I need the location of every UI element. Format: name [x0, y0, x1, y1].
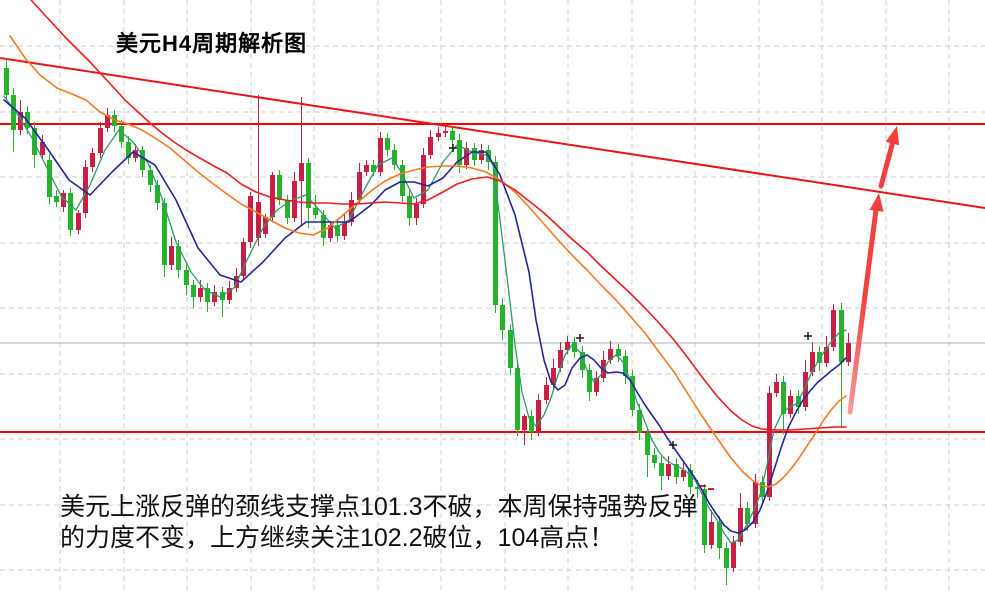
up-arrow-head	[885, 126, 900, 146]
candles-layer	[4, 58, 851, 585]
ma-long-red	[30, 0, 847, 431]
ma-slow-orange	[9, 35, 847, 488]
up-arrow-shaft	[847, 199, 880, 415]
annotation-line-2: 的力度不变，上方继续关注102.2破位，104高点！	[60, 523, 615, 552]
levels-layer	[0, 123, 985, 433]
trendline-layer	[0, 57, 985, 209]
ma-layer	[3, 95, 847, 544]
arrow-layer	[847, 126, 900, 415]
up-arrow-head	[869, 193, 884, 212]
chart-title: 美元H4周期解析图	[116, 31, 308, 56]
ma-layer	[9, 35, 847, 488]
doji-layer	[449, 144, 812, 490]
analysis-annotation: 美元上涨反弹的颈线支撑点101.3不破，本周保持强势反弹 的力度不变，上方继续关…	[60, 492, 698, 553]
ma-mid-navy	[3, 99, 847, 534]
ma-layer	[3, 99, 847, 534]
descending-trendline	[0, 57, 985, 209]
annotation-line-1: 美元上涨反弹的颈线支撑点101.3不破，本周保持强势反弹	[60, 493, 698, 521]
ma-fast-teal	[3, 95, 847, 544]
ma-layer	[30, 0, 847, 431]
